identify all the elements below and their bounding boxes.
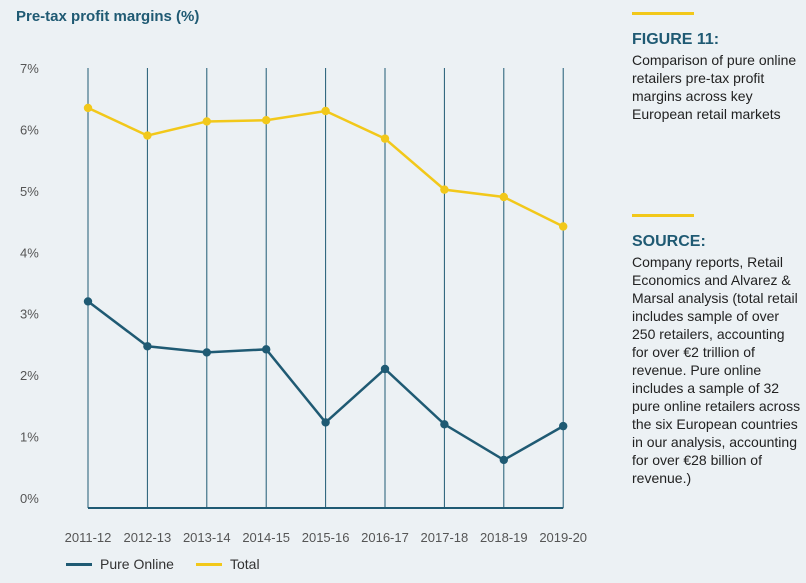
legend-label-pure-online: Pure Online <box>100 556 174 572</box>
data-point <box>440 185 449 194</box>
source-heading: SOURCE: <box>632 233 706 250</box>
chart-title: Pre-tax profit margins (%) <box>16 8 200 25</box>
data-point <box>559 421 568 431</box>
x-tick-label: 2016-17 <box>361 530 409 545</box>
line-chart: 7% 6% 5% 4% 3% 2% 1% 0% 2011-12 2012-13 2013-14 201… <box>20 61 587 545</box>
legend-swatch-total <box>196 562 222 566</box>
figure-caption: FIGURE 11: Comparison of pure online ret… <box>632 12 802 123</box>
data-point <box>83 297 93 306</box>
legend-swatch-pure-online <box>66 562 92 566</box>
figure-description: Comparison of pure online retailers pre-… <box>632 52 797 122</box>
data-point <box>262 345 271 354</box>
x-tick-label: 2015-16 <box>302 530 350 545</box>
source-caption: SOURCE: Company reports, Retail Economic… <box>632 214 802 487</box>
x-tick-label: 2013-14 <box>183 530 231 545</box>
data-point <box>321 106 330 116</box>
y-tick-label: 0% <box>20 491 39 506</box>
y-tick-label: 1% <box>20 430 39 445</box>
data-point <box>559 222 568 231</box>
data-point <box>499 192 508 202</box>
data-point <box>499 455 508 465</box>
data-point <box>380 134 390 143</box>
data-point <box>262 116 271 125</box>
data-point <box>143 131 152 140</box>
source-accent-bar <box>632 214 694 217</box>
data-point <box>440 420 449 429</box>
x-tick-label: 2012-13 <box>124 530 172 545</box>
legend-item-pure-online: Pure Online <box>66 556 174 572</box>
y-tick-label: 3% <box>20 307 39 322</box>
data-point <box>83 103 93 113</box>
data-point <box>202 117 211 126</box>
legend-label-total: Total <box>230 556 260 572</box>
y-tick-label: 6% <box>20 122 39 137</box>
x-tick-label: 2014-15 <box>242 530 290 545</box>
legend-item-total: Total <box>196 556 260 572</box>
figure-heading: FIGURE 11: <box>632 31 720 48</box>
x-tick-label: 2011-12 <box>65 530 112 545</box>
data-point <box>321 418 330 427</box>
data-point <box>202 348 211 357</box>
x-tick-label: 2018-19 <box>480 530 528 545</box>
source-description: Company reports, Retail Economics and Al… <box>632 254 801 486</box>
x-tick-label: 2017-18 <box>421 530 469 545</box>
y-tick-label: 2% <box>20 368 39 383</box>
data-point <box>380 364 390 374</box>
data-point <box>143 342 152 351</box>
y-tick-label: 7% <box>20 61 39 76</box>
figure-accent-bar <box>632 12 694 15</box>
y-tick-label: 4% <box>20 245 39 260</box>
x-tick-label: 2019-20 <box>539 530 587 545</box>
y-tick-label: 5% <box>20 184 39 199</box>
